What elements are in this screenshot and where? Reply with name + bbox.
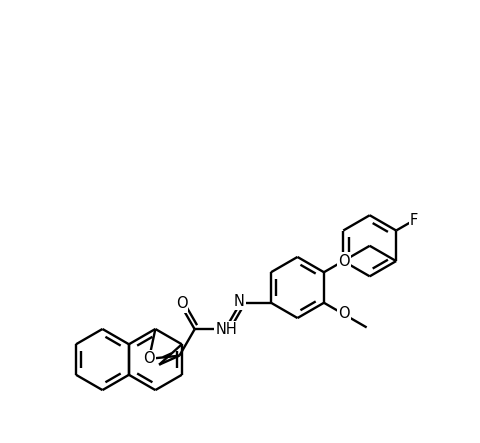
Text: O: O (143, 351, 155, 366)
Text: O: O (175, 296, 187, 311)
Text: NH: NH (215, 322, 237, 337)
Text: N: N (233, 294, 244, 309)
Text: F: F (409, 213, 417, 228)
Text: O: O (338, 253, 349, 268)
Text: O: O (338, 307, 349, 322)
